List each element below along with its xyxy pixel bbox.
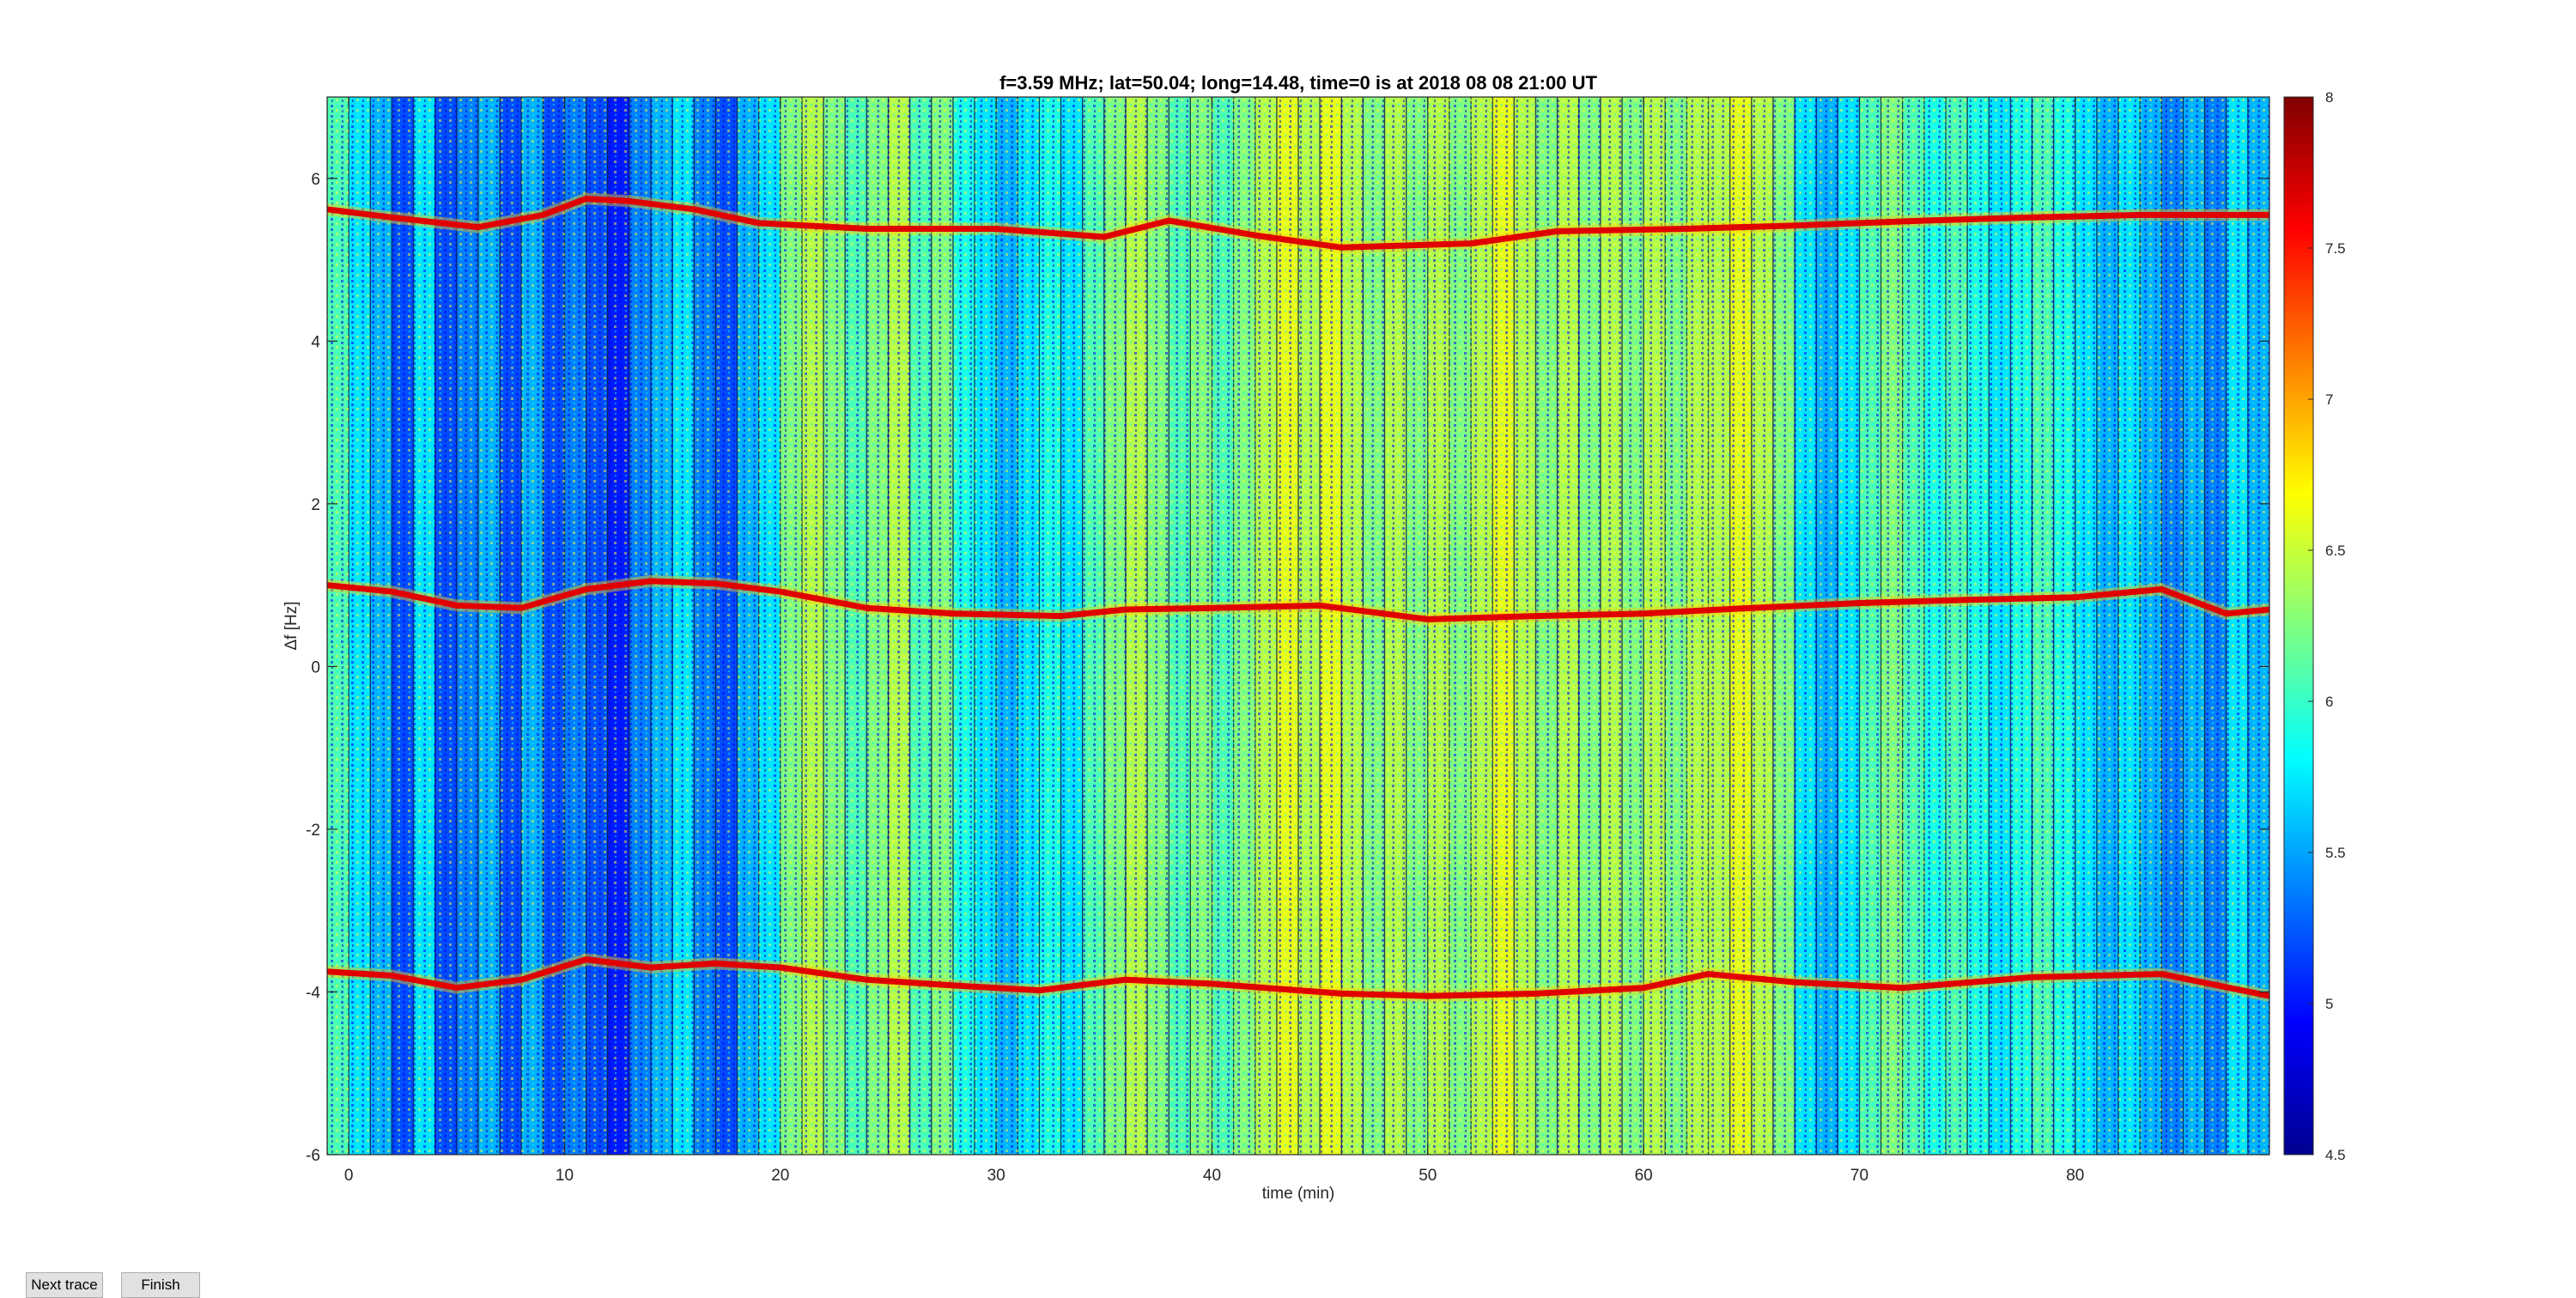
x-tick-label: 40 [1203, 1167, 1221, 1185]
y-axis-label: Δf [Hz] [283, 601, 301, 650]
x-axis-label: time (min) [1262, 1185, 1334, 1203]
colorbar-tick-label: 7.5 [2325, 240, 2346, 257]
trace-lower [327, 956, 2269, 999]
y-axis-ticks: -6 -4 -2 0 2 4 6 [306, 171, 2269, 1165]
colorbar-tick-label: 5.5 [2325, 845, 2346, 861]
next-trace-button[interactable]: Next trace [26, 1272, 103, 1298]
plot-frame [326, 96, 2270, 1155]
plot-area [326, 96, 2270, 1155]
x-tick-label: 80 [2066, 1167, 2084, 1185]
trace-upper [327, 196, 2269, 251]
colorbar-tick-label: 6.5 [2325, 543, 2346, 559]
colorbar-tick-label: 6 [2325, 694, 2333, 710]
y-tick-label: -4 [306, 984, 320, 1002]
y-tick-label: -2 [306, 822, 320, 840]
x-tick-label: 20 [771, 1167, 789, 1185]
colorbar-gradient [2283, 96, 2314, 1155]
colorbar-tick-label: 7 [2325, 391, 2333, 408]
y-tick-label: 0 [311, 658, 320, 676]
finish-button[interactable]: Finish [121, 1272, 200, 1298]
signal-traces [327, 192, 2269, 1003]
x-tick-label: 30 [987, 1167, 1005, 1185]
x-tick-label: 60 [1635, 1167, 1653, 1185]
spectrogram-figure: f=3.59 MHz; lat=50.04; long=14.48, time=… [283, 72, 2346, 1203]
colorbar-tick-label: 4.5 [2325, 1147, 2346, 1163]
colorbar: 4.5 5 5.5 6 6.5 7 7.5 8 [2283, 89, 2346, 1163]
x-tick-label: 70 [1850, 1167, 1868, 1185]
colorbar-tick-label: 5 [2325, 996, 2333, 1012]
colorbar-ticks: 4.5 5 5.5 6 6.5 7 7.5 8 [2308, 89, 2346, 1163]
y-tick-label: 6 [311, 171, 320, 189]
x-tick-label: 0 [344, 1167, 354, 1185]
x-tick-label: 10 [556, 1167, 574, 1185]
y-tick-label: 4 [311, 333, 320, 351]
colorbar-tick-label: 8 [2325, 89, 2333, 106]
y-tick-label: 2 [311, 496, 320, 514]
y-tick-label: -6 [306, 1147, 320, 1165]
chart-title: f=3.59 MHz; lat=50.04; long=14.48, time=… [999, 72, 1597, 94]
heatmap-texture [327, 97, 2269, 1155]
x-axis-ticks: 0 10 20 30 40 50 60 70 80 [344, 97, 2084, 1185]
trace-middle [327, 578, 2269, 622]
x-tick-label: 50 [1419, 1167, 1437, 1185]
